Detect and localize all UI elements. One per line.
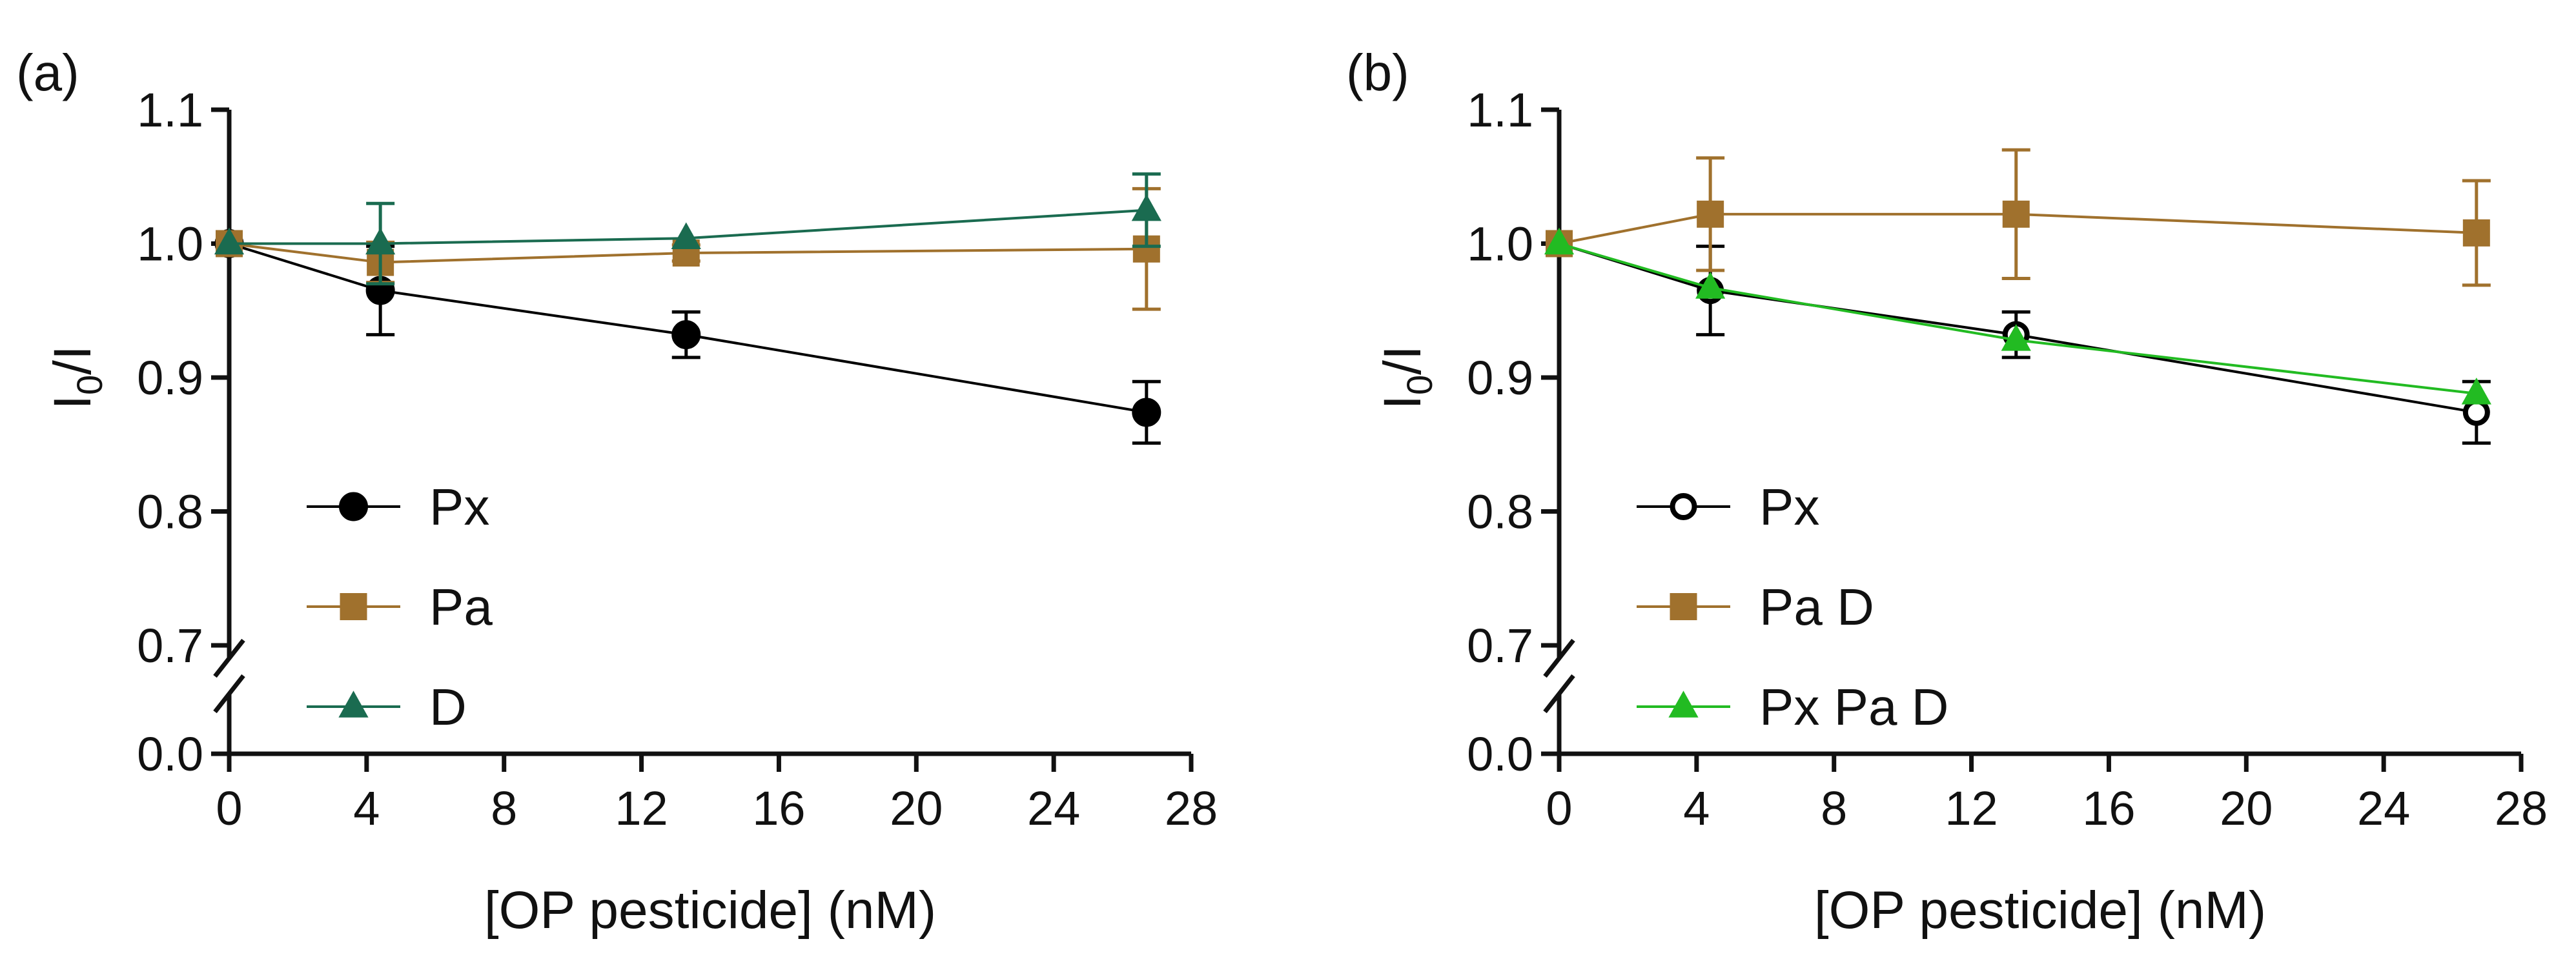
- legend-label: Px: [429, 478, 489, 536]
- x-axis-title: [OP pesticide] (nM): [1814, 881, 2266, 940]
- series-line: [229, 242, 1147, 264]
- series-px-pa-d: [1544, 227, 2491, 405]
- x-tick-label: 0: [1546, 782, 1572, 835]
- y-tick-label: 0.7: [1467, 619, 1533, 672]
- y-axis-break-mark: [1543, 638, 1575, 678]
- y-tick-label: 0.7: [137, 619, 203, 672]
- y-axis-title: I0/I: [43, 345, 110, 410]
- x-tick-label: 4: [1683, 782, 1710, 835]
- data-point: [1132, 398, 1161, 427]
- legend-marker: [339, 492, 368, 521]
- y-axis-break-mark: [213, 638, 245, 678]
- legend-label: Px: [1759, 478, 1819, 536]
- y-tick-label: 0.8: [1467, 485, 1533, 539]
- x-tick-label: 20: [890, 782, 943, 835]
- data-point: [1695, 272, 1726, 299]
- data-point: [671, 320, 701, 350]
- y-tick-label: 1.1: [137, 83, 203, 137]
- data-point: [2002, 200, 2030, 228]
- y-axis-title-tail: /I: [1373, 345, 1432, 375]
- y-axis-break-mark: [1543, 674, 1575, 714]
- x-axis-title: [OP pesticide] (nM): [484, 881, 936, 940]
- data-point: [671, 222, 701, 249]
- y-tick-label: 0.9: [1467, 351, 1533, 405]
- legend-marker: [340, 593, 367, 620]
- y-tick-label: 0.9: [137, 351, 203, 405]
- legend-marker: [338, 691, 369, 718]
- data-point: [1131, 194, 1161, 221]
- data-point: [1697, 200, 1724, 228]
- data-point: [2461, 378, 2491, 405]
- x-tick-label: 24: [1027, 782, 1080, 835]
- data-point: [365, 227, 396, 255]
- legend-marker: [1668, 691, 1699, 718]
- x-tick-label: 28: [2495, 782, 2548, 835]
- legend-label: D: [429, 678, 467, 736]
- y-axis-title-main: I: [1373, 395, 1432, 410]
- x-tick-label: 24: [2357, 782, 2410, 835]
- x-tick-label: 20: [2220, 782, 2273, 835]
- data-point: [2462, 219, 2490, 247]
- y-axis-break-mark: [213, 674, 245, 714]
- x-tick-label: 8: [1821, 782, 1847, 835]
- y-tick-label: 1.0: [137, 217, 203, 271]
- x-tick-label: 12: [1945, 782, 1998, 835]
- series-line: [229, 208, 1147, 245]
- y-tick-label: 0.0: [1467, 727, 1533, 781]
- x-tick-label: 12: [615, 782, 668, 835]
- y-axis-title: I0/I: [1373, 345, 1440, 410]
- y-tick-label: 1.1: [1467, 83, 1533, 137]
- series-line: [1559, 212, 2477, 245]
- legend-label: Pa: [429, 578, 493, 636]
- y-tick-label: 0.0: [137, 727, 203, 781]
- x-tick-label: 16: [2082, 782, 2135, 835]
- data-point: [1544, 227, 1575, 255]
- x-tick-label: 8: [491, 782, 517, 835]
- legend-marker: [1670, 593, 1697, 620]
- panel-label: (b): [1346, 44, 1409, 101]
- data-point: [2462, 398, 2490, 426]
- legend-label: Px Pa D: [1759, 678, 1948, 736]
- y-axis-title-sub: 0: [1399, 375, 1440, 395]
- legend-marker: [1670, 493, 1697, 520]
- y-axis-title-tail: /I: [43, 345, 102, 375]
- panel-label: (a): [16, 44, 79, 101]
- y-tick-label: 1.0: [1467, 217, 1533, 271]
- y-tick-label: 0.8: [137, 485, 203, 539]
- series-pa-d: [1546, 148, 2491, 287]
- chart-panel-a: (a)0.70.80.91.01.10.00 4 8 12 16 20 24 28[OP pe…: [16, 44, 1218, 940]
- data-point: [2001, 324, 2031, 351]
- x-tick-label: 16: [752, 782, 805, 835]
- x-tick-label: 4: [353, 782, 380, 835]
- series-line: [1559, 242, 2477, 395]
- y-axis-title-main: I: [43, 395, 102, 410]
- series-line: [229, 242, 1147, 414]
- x-tick-label: 28: [1165, 782, 1218, 835]
- y-axis-title-sub: 0: [69, 375, 110, 395]
- chart-panel-b: (b)0.70.80.91.01.10.00 4 8 12 16 20 24 28[OP pe…: [1346, 44, 2548, 940]
- legend-label: Pa D: [1759, 578, 1874, 636]
- series-d: [214, 172, 1161, 286]
- x-tick-label: 0: [216, 782, 242, 835]
- data-point: [214, 227, 245, 255]
